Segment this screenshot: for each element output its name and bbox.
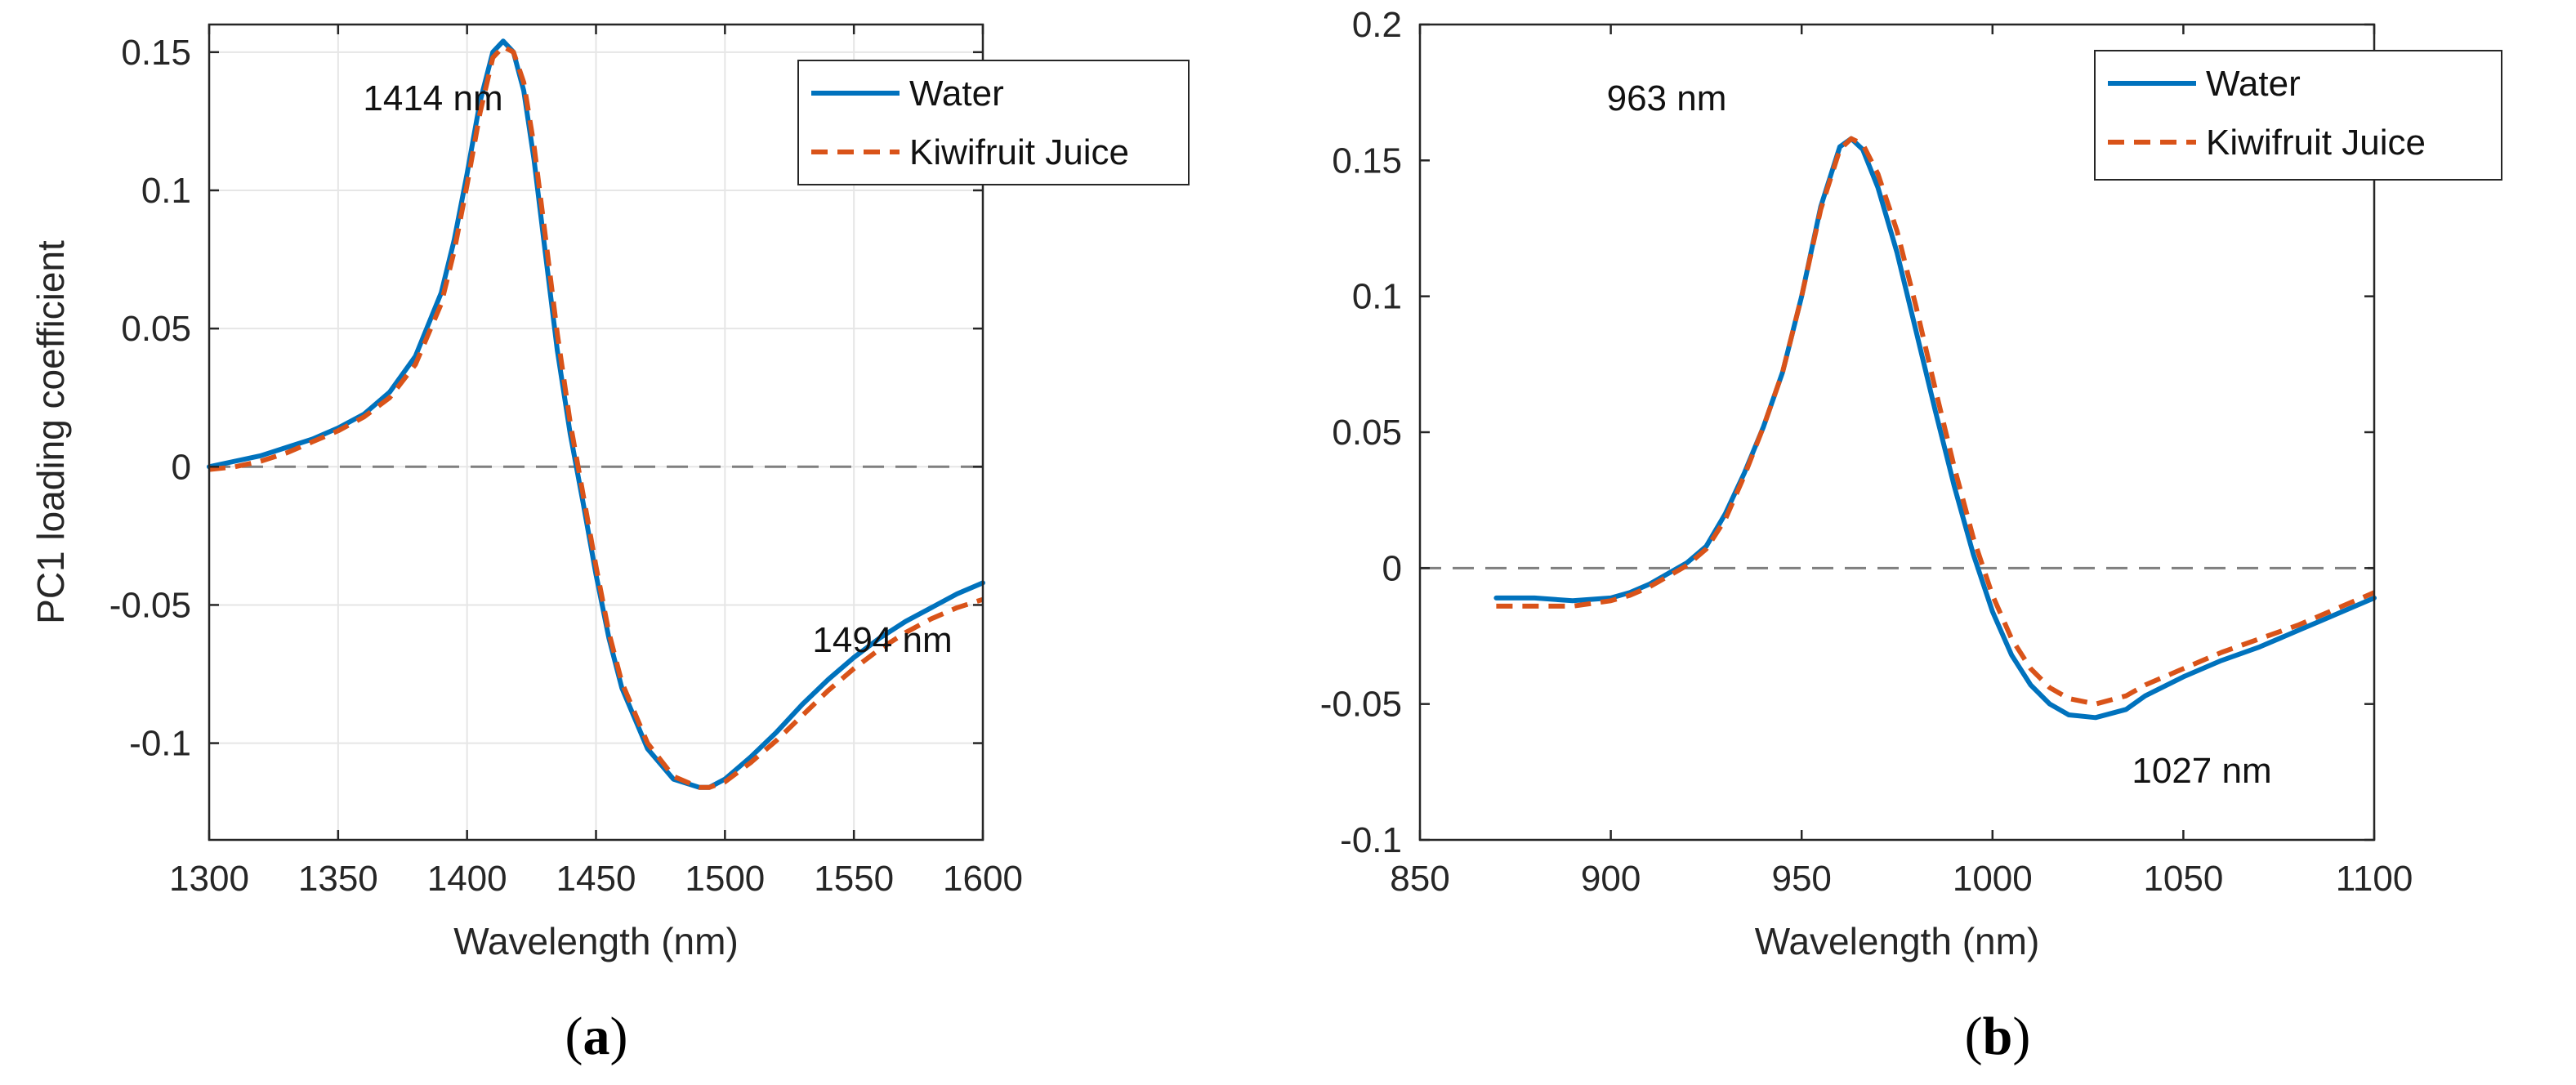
panel-label-close: )	[610, 1007, 628, 1066]
y-tick-label: 0.2	[1352, 5, 1402, 45]
legend: Water Kiwifruit Juice	[797, 60, 1190, 185]
y-tick-label: 0.15	[121, 33, 191, 73]
y-tick-label: 0	[172, 447, 191, 487]
legend-box	[797, 60, 1190, 185]
x-tick-label: 1000	[1953, 859, 2033, 899]
x-axis-title: Wavelength (nm)	[453, 920, 739, 962]
x-tick-label: 1600	[943, 859, 1023, 899]
legend-label: Kiwifruit Juice	[2206, 123, 2426, 163]
x-tick-label: 900	[1581, 859, 1641, 899]
legend-label: Water	[2206, 64, 2301, 104]
peak-annotation: 1414 nm	[363, 78, 502, 118]
legend-box	[2094, 50, 2502, 181]
y-tick-label: -0.1	[129, 724, 191, 764]
panel-label-open: (	[565, 1007, 583, 1066]
legend-label: Kiwifruit Juice	[909, 132, 1129, 172]
x-tick-label: 950	[1771, 859, 1831, 899]
panel-label-close: )	[2012, 1007, 2030, 1066]
y-axis-title: PC1 loading coefficient	[29, 240, 72, 624]
peak-annotation: 1494 nm	[812, 620, 952, 660]
y-tick-label: 0.15	[1332, 141, 1402, 181]
chart-panel-b: 850 900 950 1000 1050 1100 -0.1 -0.05 0 0.05 0.1 0.…	[1320, 5, 2502, 1066]
panel-label: (a)	[565, 1007, 628, 1066]
panel-label-letter: b	[1983, 1007, 2013, 1066]
peak-annotation: 1027 nm	[2132, 751, 2271, 791]
series-line-kiwifruit-juice	[208, 44, 984, 790]
x-tick-label: 1450	[556, 859, 636, 899]
legend: Water Kiwifruit Juice	[2094, 50, 2502, 181]
series-line-kiwifruit-juice	[1496, 136, 2376, 707]
legend-label: Water	[909, 74, 1004, 114]
y-tick-label: 0.1	[1352, 277, 1402, 317]
x-tick-label: 1500	[685, 859, 765, 899]
y-tick-label: 0.05	[121, 309, 191, 349]
x-tick-label: 1350	[298, 859, 378, 899]
y-tick-label: 0	[1382, 548, 1402, 588]
series-line-water	[1493, 136, 2377, 721]
peak-annotation: 963 nm	[1607, 78, 1727, 118]
panel-label: (b)	[1965, 1007, 2031, 1066]
y-tick-label: 0.05	[1332, 413, 1402, 453]
x-axis-title: Wavelength (nm)	[1755, 920, 2040, 962]
tick-labels: 850 900 950 1000 1050 1100 -0.1 -0.05 0 0.05 0.1 0.…	[1320, 5, 2413, 899]
tick-labels: 1300 1350 1400 1450 1500 1550 1600 -0.1 -0.05 0 0.…	[109, 25, 1023, 899]
x-tick-label: 1300	[169, 859, 249, 899]
y-tick-label: 0.1	[141, 171, 191, 211]
series-group	[207, 38, 985, 790]
x-tick-label: 1550	[814, 859, 894, 899]
y-tick-label: -0.1	[1340, 820, 1402, 860]
series-group	[1493, 136, 2377, 721]
chart-panel-a: 1300 1350 1400 1450 1500 1550 1600 -0.1 -0.05 0 0.…	[29, 23, 1190, 1066]
x-tick-label: 1400	[427, 859, 507, 899]
x-tick-label: 850	[1390, 859, 1449, 899]
y-tick-label: -0.05	[1320, 685, 1402, 725]
panel-label-letter: a	[583, 1007, 610, 1066]
y-tick-label: -0.05	[109, 585, 191, 625]
panel-label-open: (	[1965, 1007, 1983, 1066]
x-tick-label: 1050	[2143, 859, 2223, 899]
x-tick-label: 1100	[2336, 859, 2413, 899]
